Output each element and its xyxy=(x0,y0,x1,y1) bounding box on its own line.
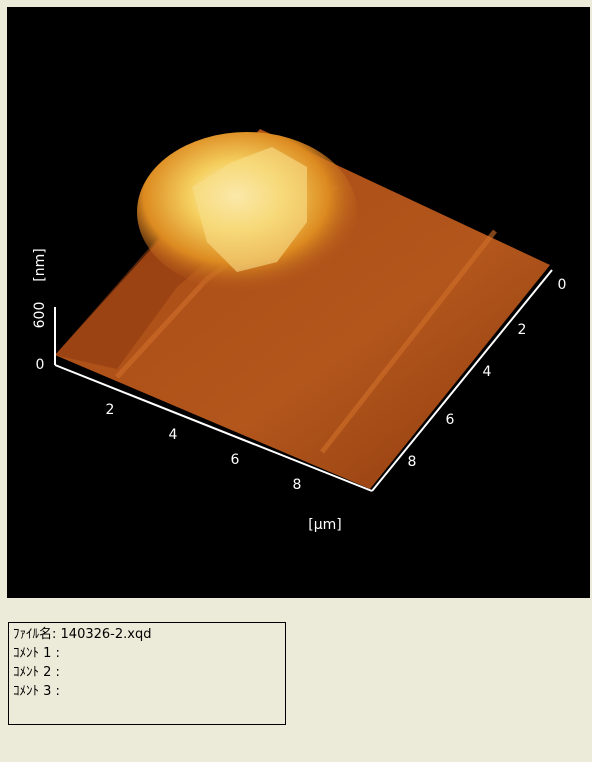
afm-view: 0 600 [nm] 2 4 6 8 0 2 4 6 8 [μm] xyxy=(7,7,590,598)
xy-unit: [μm] xyxy=(308,517,341,533)
comment: ｺﾒﾝﾄ 1 : xyxy=(13,644,281,663)
file-row: ﾌｧｲﾙ名: 140326-2.xqd xyxy=(13,625,281,644)
page: {"surface":{"z_axis":{"ticks":[0,600],"u… xyxy=(0,0,592,762)
z-unit: [nm] xyxy=(32,248,48,281)
comment: ｺﾒﾝﾄ 3 : xyxy=(13,682,281,701)
y-tick-label: 6 xyxy=(446,412,455,428)
file-name: 140326-2.xqd xyxy=(61,627,152,642)
x-tick-label: 6 xyxy=(231,452,240,468)
y-tick-label: 0 xyxy=(558,277,567,293)
x-tick-label: 2 xyxy=(106,402,115,418)
y-tick-label: 8 xyxy=(408,454,417,470)
x-tick-label: 4 xyxy=(169,427,178,443)
z-tick-label: 600 xyxy=(32,302,48,329)
z-tick-label: 0 xyxy=(36,357,45,373)
x-tick-label: 8 xyxy=(293,477,302,493)
y-tick-label: 2 xyxy=(518,322,527,338)
comment: ｺﾒﾝﾄ 2 : xyxy=(13,663,281,682)
y-tick-label: 4 xyxy=(483,364,492,380)
file-label: ﾌｧｲﾙ名: xyxy=(13,627,56,642)
info-box: ﾌｧｲﾙ名: 140326-2.xqd ｺﾒﾝﾄ 1 : ｺﾒﾝﾄ 2 : ｺﾒ… xyxy=(8,622,286,725)
